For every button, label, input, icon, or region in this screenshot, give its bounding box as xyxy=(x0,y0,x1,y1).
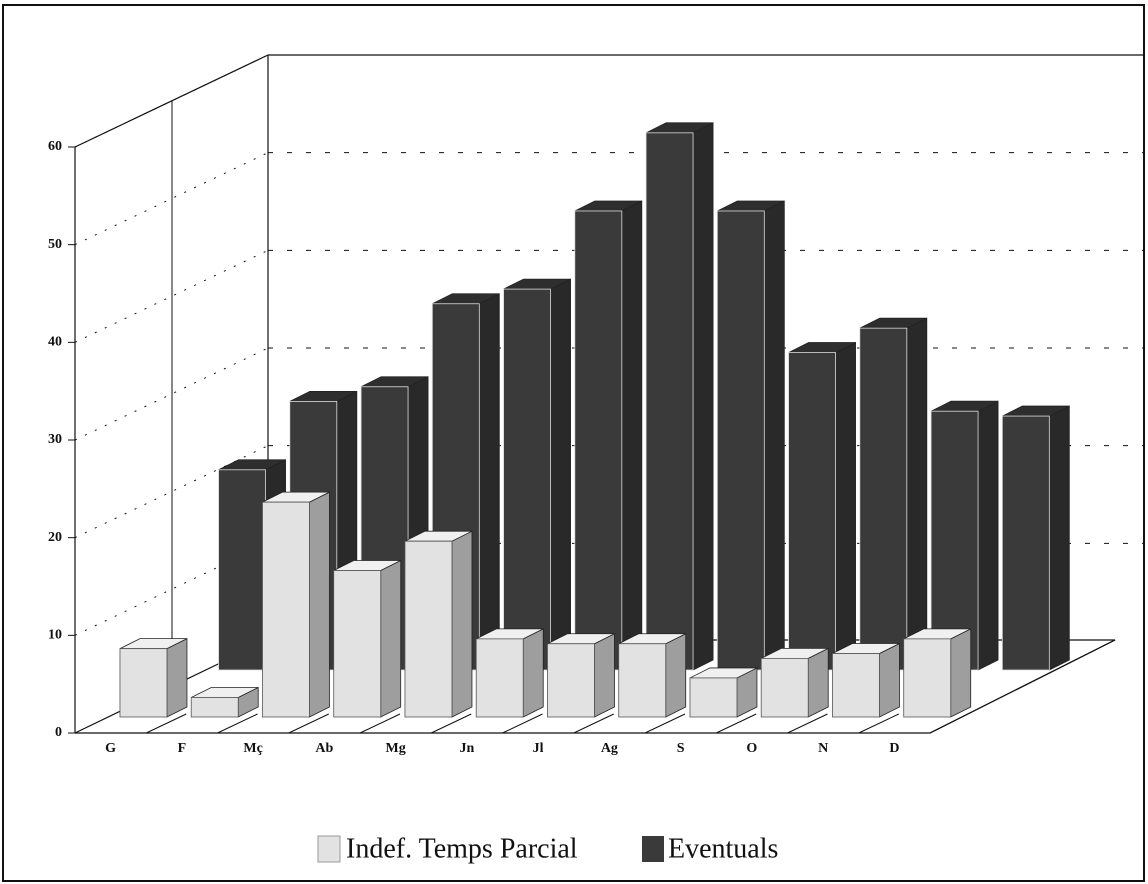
bar-side xyxy=(835,341,856,671)
y-tick-label: 30 xyxy=(48,432,62,447)
legend-label: Eventuals xyxy=(668,833,778,864)
bar xyxy=(618,643,667,718)
bar xyxy=(903,638,952,718)
floor-line xyxy=(502,713,543,734)
bar-side xyxy=(977,400,999,671)
bar-side xyxy=(879,642,900,718)
x-tick-label: Ab xyxy=(315,741,333,756)
bar xyxy=(547,643,595,718)
floor-line xyxy=(573,713,614,734)
legend-swatch xyxy=(642,836,664,862)
bar xyxy=(930,410,979,671)
floor-line xyxy=(146,713,187,734)
bar xyxy=(333,570,382,718)
legend-label: Indef. Temps Parcial xyxy=(346,833,578,864)
bar-side xyxy=(478,293,500,671)
bar-side xyxy=(166,637,188,718)
floor-line xyxy=(217,713,258,734)
y-tick-label: 10 xyxy=(48,628,62,643)
x-tick-label: Jl xyxy=(533,741,544,756)
x-tick-label: S xyxy=(677,741,685,756)
bar xyxy=(218,469,266,671)
bar xyxy=(1001,415,1050,671)
bar xyxy=(190,697,239,718)
floor-line xyxy=(644,713,686,734)
x-tick-label: D xyxy=(889,741,899,756)
y-tick-label: 20 xyxy=(48,530,62,545)
x-tick-label: F xyxy=(178,741,187,756)
floor-line xyxy=(787,713,828,734)
bar xyxy=(689,677,738,718)
bar-side xyxy=(692,122,714,671)
bar xyxy=(475,638,524,718)
legend: Indef. Temps Parcial Eventuals xyxy=(317,833,778,864)
x-tick-label: O xyxy=(746,741,757,756)
bar xyxy=(119,648,168,718)
bar-side xyxy=(309,491,330,718)
floor-line xyxy=(288,713,329,734)
bar-side xyxy=(621,200,643,671)
x-tick-label: Jn xyxy=(459,741,474,756)
bar-side xyxy=(522,628,544,718)
x-tick-label: N xyxy=(818,741,828,756)
bar xyxy=(859,327,908,671)
bar-side xyxy=(550,278,571,671)
y-tick-label: 0 xyxy=(55,725,62,740)
x-tick-label: Mg xyxy=(386,741,406,756)
x-tick-label: G xyxy=(105,741,116,756)
bar-side xyxy=(763,200,785,671)
y-tick-label: 50 xyxy=(48,237,62,252)
floor-line xyxy=(716,713,757,734)
x-tick-label: Ag xyxy=(601,741,618,756)
legend-swatch xyxy=(317,835,341,863)
bar xyxy=(645,132,694,671)
bar-side xyxy=(906,317,928,671)
bar-side xyxy=(380,559,402,718)
floor-edge xyxy=(929,639,1116,734)
bar-side xyxy=(1048,405,1070,671)
bar xyxy=(262,501,310,718)
bar xyxy=(716,210,765,671)
bar xyxy=(574,210,623,671)
wall-top xyxy=(74,54,269,148)
bar-side xyxy=(594,633,615,718)
bar-side xyxy=(807,647,829,718)
bar xyxy=(404,540,453,718)
bar-side xyxy=(665,633,687,718)
frame xyxy=(2,4,1145,882)
floor-line xyxy=(359,713,401,734)
floor-line xyxy=(431,713,472,734)
y-tick-label: 60 xyxy=(48,139,62,154)
bar xyxy=(788,352,836,671)
y-tick-label: 40 xyxy=(48,335,62,350)
bar-side xyxy=(451,530,473,718)
x-tick-label: Mç xyxy=(243,741,262,756)
bar xyxy=(503,288,551,671)
bar xyxy=(832,653,880,718)
bar-side xyxy=(950,628,972,718)
floor-line xyxy=(858,713,899,734)
bar xyxy=(760,658,809,718)
